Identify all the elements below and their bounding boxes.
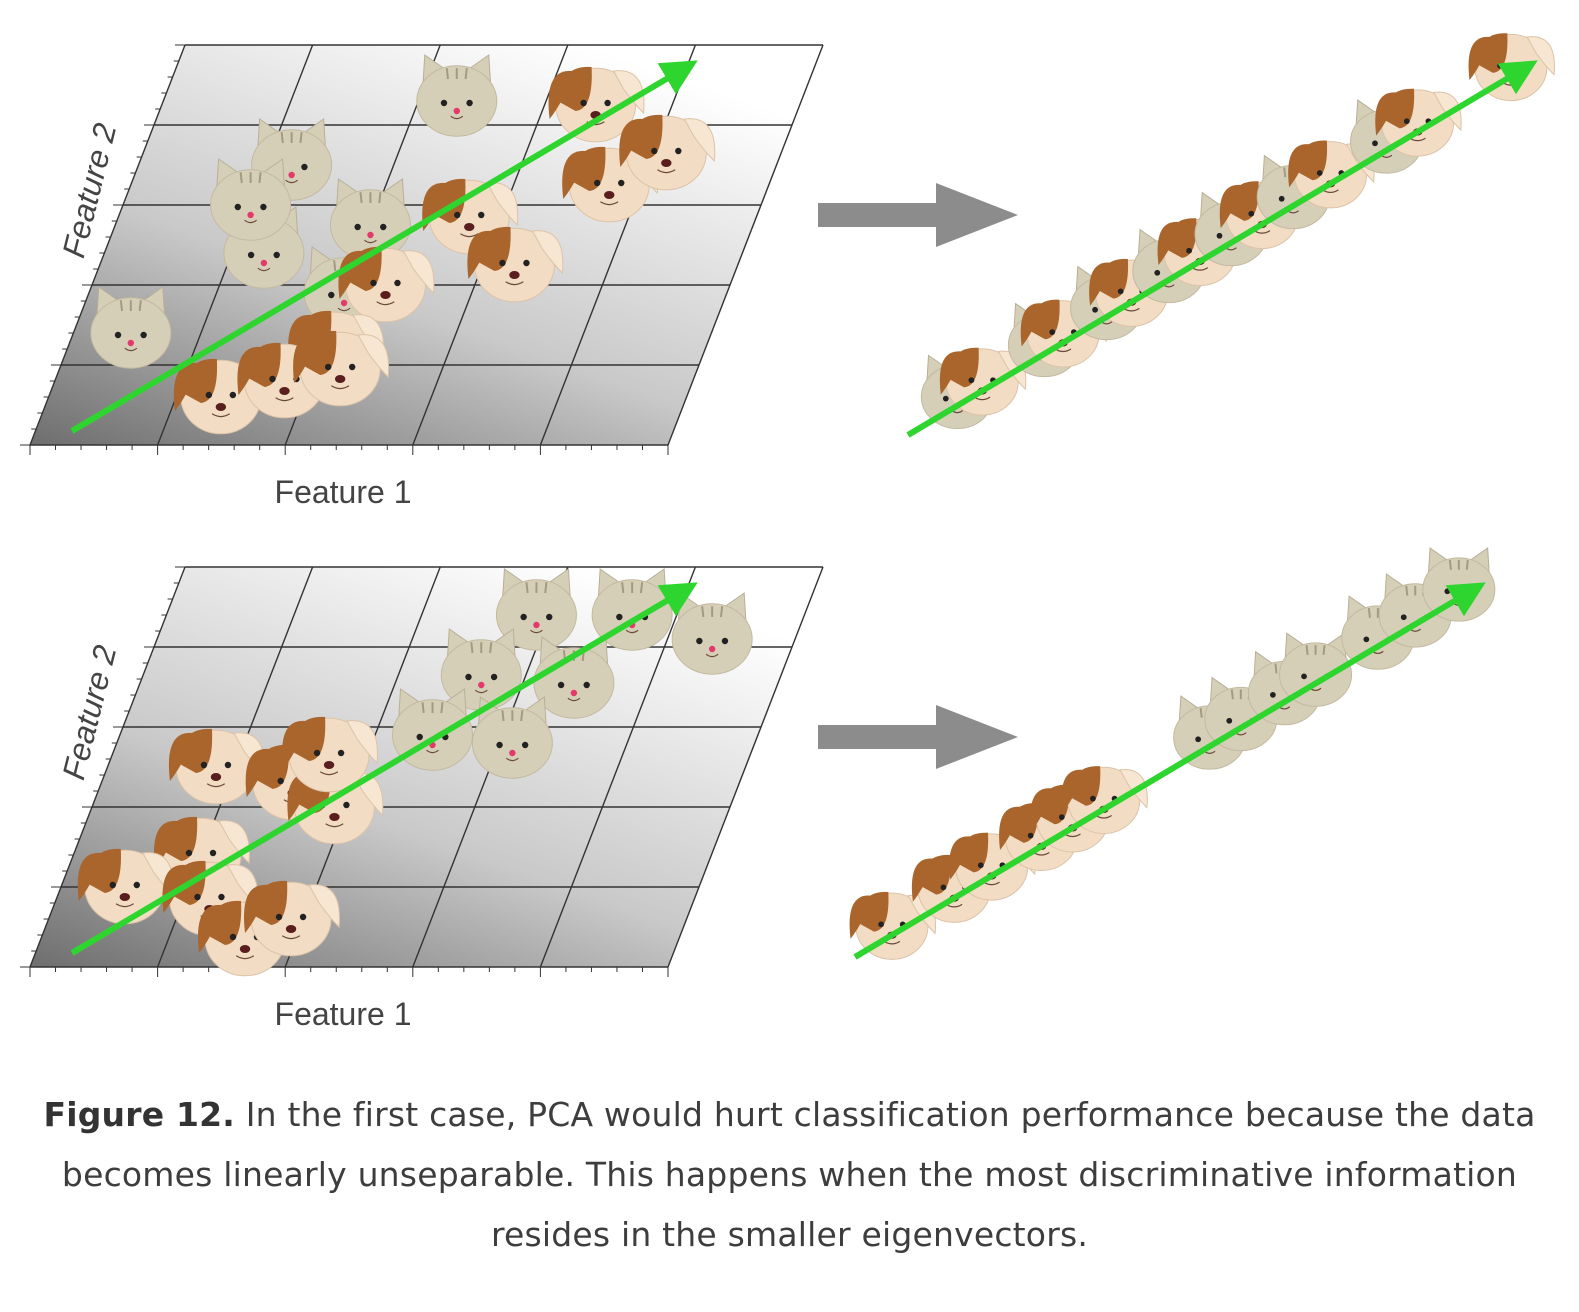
caption-text: In the first case, PCA would hurt classi… [61, 1095, 1536, 1254]
dog-face-icon [619, 114, 716, 191]
projection-axis-arrow [853, 582, 1486, 960]
cat-face-icon [90, 286, 172, 369]
dog-face-icon [168, 728, 265, 805]
cat-face-icon [533, 636, 615, 719]
right-arrow-icon [818, 705, 1018, 769]
dog-face-icon [243, 880, 340, 957]
dog-face-icon [293, 330, 390, 407]
cat-face-icon [495, 568, 577, 651]
dog-face-icon [338, 246, 435, 323]
dog-face-icon [467, 226, 564, 303]
figure-caption: Figure 12. In the first case, PCA would … [40, 1085, 1539, 1265]
x-axis-label: Feature 1 [275, 996, 412, 1032]
cat-face-icon [210, 158, 292, 241]
principal-component-arrow [70, 60, 698, 434]
right-arrow-icon [818, 183, 1018, 247]
cat-face-icon [671, 592, 753, 675]
x-axis-label: Feature 1 [275, 474, 412, 510]
dog-face-icon [548, 66, 645, 143]
projection-axis-arrow [906, 60, 1538, 438]
dog-face-icon [282, 716, 378, 793]
caption-label: Figure 12. [43, 1095, 236, 1134]
principal-component-arrow [70, 582, 698, 956]
cat-face-icon [416, 54, 498, 137]
